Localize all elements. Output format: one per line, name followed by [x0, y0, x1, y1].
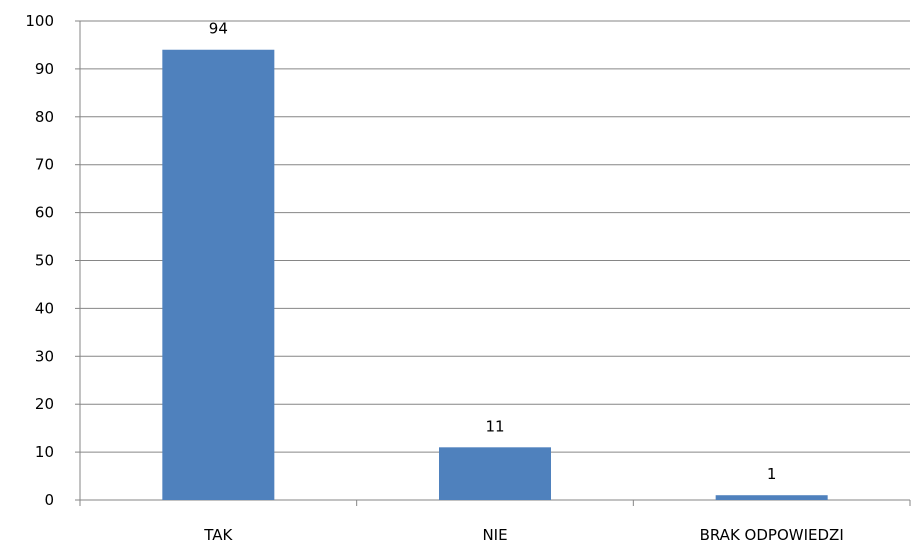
- data-label: 94: [209, 20, 228, 38]
- y-tick-label: 40: [35, 299, 54, 317]
- y-tick-label: 0: [44, 491, 54, 509]
- y-tick-label: 30: [35, 347, 54, 365]
- y-tick-label: 100: [25, 12, 54, 30]
- x-category-label: TAK: [203, 526, 233, 544]
- data-label: 11: [485, 417, 504, 435]
- y-tick-label: 60: [35, 204, 54, 222]
- x-category-label: NIE: [482, 526, 507, 544]
- y-tick-label: 70: [35, 156, 54, 174]
- x-axis-category-labels: TAK NIE BRAK ODPOWIEDZI: [203, 526, 843, 544]
- y-tick-label: 20: [35, 395, 54, 413]
- bar-nie: [439, 447, 551, 500]
- bars: [162, 49, 828, 501]
- x-category-label: BRAK ODPOWIEDZI: [700, 526, 844, 544]
- y-tick-label: 50: [35, 252, 54, 270]
- y-tick-label: 10: [35, 443, 54, 461]
- bar-brak-odpowiedzi: [715, 495, 828, 500]
- y-axis-tick-labels: 0 10 20 30 40 50 60 70 80 90 100: [25, 12, 54, 509]
- bar-tak: [162, 49, 275, 501]
- data-label: 1: [767, 465, 777, 483]
- y-tick-label: 90: [35, 60, 54, 78]
- y-tick-label: 80: [35, 108, 54, 126]
